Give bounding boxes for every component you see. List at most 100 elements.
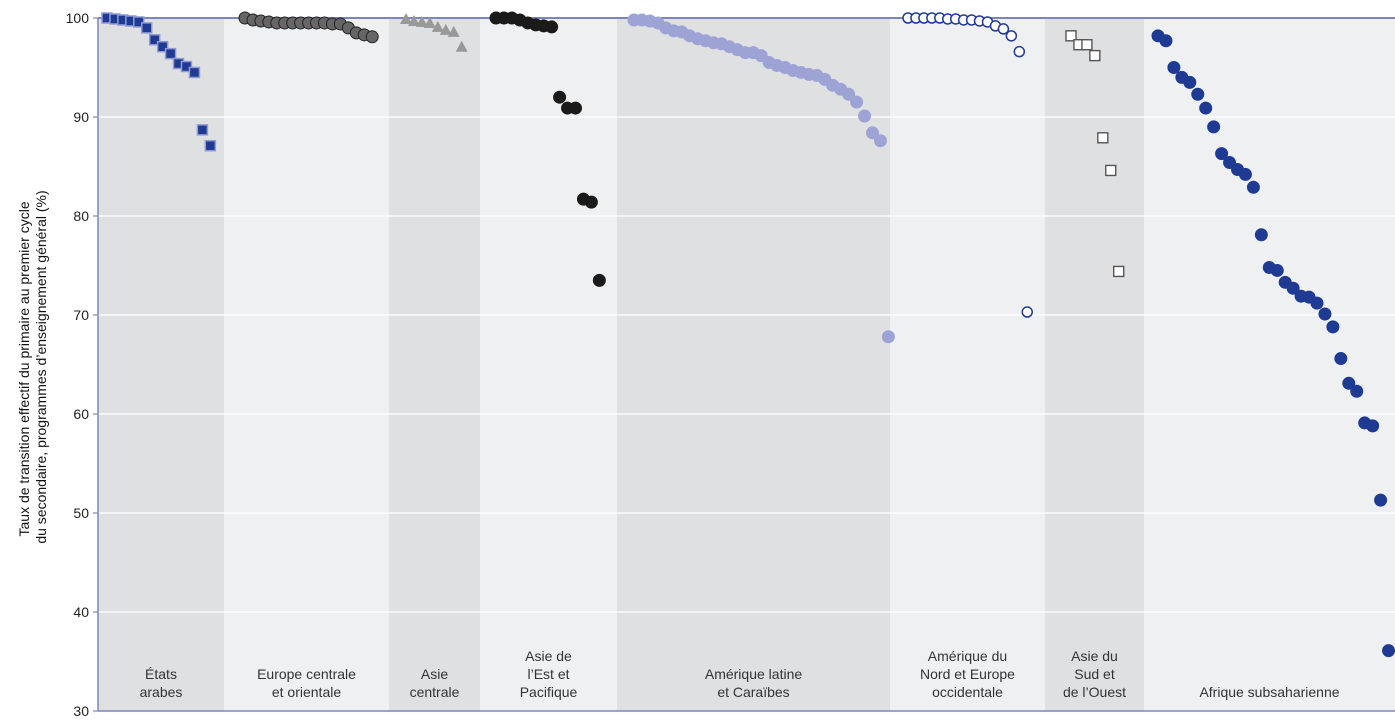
point-asie-du-sud-et-de-l-ouest-6 — [1105, 164, 1117, 177]
y-tick-label-70: 70 — [73, 307, 89, 323]
region-band-asie-du-sud-et-de-l-ouest — [1045, 18, 1144, 711]
point-amerique-latine-et-caraibes-31 — [866, 126, 879, 140]
y-axis-title-line-2: du secondaire, programmes d’enseignement… — [33, 190, 49, 543]
point-asie-du-sud-et-de-l-ouest-7 — [1112, 265, 1125, 278]
point-afrique-subsaharienne-5 — [1183, 75, 1197, 89]
point-asie-de-l-est-et-pacifique-14 — [592, 273, 606, 287]
point-asie-de-l-est-et-pacifique-11 — [569, 101, 582, 115]
point-amerique-du-nord-et-europe-occidentale-14 — [1005, 30, 1018, 42]
point-afrique-subsaharienne-28 — [1366, 419, 1380, 433]
y-tick-label-40: 40 — [73, 604, 89, 620]
point-afrique-subsaharienne-24 — [1334, 352, 1348, 366]
y-tick-label-30: 30 — [73, 703, 89, 719]
point-amerique-latine-et-caraibes-28 — [842, 87, 856, 101]
region-label-europe-centrale-et-orientale-line-1: Europe centrale — [257, 666, 356, 682]
data-points — [101, 11, 1395, 658]
point-afrique-subsaharienne-29 — [1374, 493, 1388, 507]
point-afrique-subsaharienne-7 — [1199, 101, 1213, 115]
region-bands — [98, 18, 1395, 711]
region-label-asie-de-l-est-et-pacifique-line-2: l’Est et — [527, 666, 569, 682]
y-tick-label-60: 60 — [73, 406, 89, 422]
region-label-amerique-du-nord-et-europe-occidentale-line-2: Nord et Europe — [920, 666, 1015, 682]
region-label-etats-arabes-line-2: arabes — [140, 684, 183, 700]
point-asie-du-sud-et-de-l-ouest-1 — [1065, 30, 1077, 42]
point-amerique-latine-et-caraibes-33 — [881, 330, 895, 344]
y-tick-label-50: 50 — [73, 505, 89, 521]
point-afrique-subsaharienne-2 — [1159, 34, 1173, 48]
y-tick-label-100: 100 — [66, 10, 90, 26]
point-etats-arabes-7 — [148, 34, 161, 46]
region-band-asie-centrale — [389, 18, 480, 711]
point-asie-centrale-4 — [423, 16, 436, 28]
point-etats-arabes-11 — [180, 60, 193, 73]
point-amerique-du-nord-et-europe-occidentale-15 — [1013, 45, 1026, 58]
y-axis-title-line-1: Taux de transition effectif du primaire … — [16, 201, 32, 536]
point-etats-arabes-6 — [141, 22, 153, 34]
region-label-amerique-du-nord-et-europe-occidentale-line-3: occidentale — [932, 684, 1003, 700]
y-axis-title: Taux de transition effectif du primaire … — [16, 190, 49, 543]
point-asie-du-sud-et-de-l-ouest-3 — [1081, 39, 1093, 51]
region-band-afrique-subsaharienne — [1144, 18, 1395, 711]
y-tick-labels: 30 40 50 60 70 80 90 100 — [66, 10, 98, 719]
region-band-europe-centrale-et-orientale — [224, 18, 389, 711]
point-asie-centrale-1 — [400, 12, 412, 24]
point-asie-de-l-est-et-pacifique-9 — [553, 90, 567, 104]
region-band-asie-de-l-est-et-pacifique — [480, 18, 617, 711]
region-band-amerique-du-nord-et-europe-occidentale — [890, 18, 1045, 711]
region-label-asie-du-sud-et-de-l-ouest-line-2: Sud et — [1074, 666, 1115, 682]
region-label-amerique-latine-et-caraibes-line-2: et Caraïbes — [717, 684, 789, 700]
point-afrique-subsaharienne-9 — [1215, 147, 1229, 161]
region-label-afrique-subsaharienne-line-1: Afrique subsaharienne — [1199, 684, 1339, 700]
region-label-asie-centrale-line-2: centrale — [410, 684, 460, 700]
point-afrique-subsaharienne-22 — [1318, 307, 1332, 321]
point-etats-arabes-8 — [156, 40, 169, 53]
point-afrique-subsaharienne-26 — [1350, 384, 1364, 398]
region-label-asie-de-l-est-et-pacifique-line-3: Pacifique — [520, 684, 578, 700]
point-afrique-subsaharienne-14 — [1254, 228, 1268, 242]
region-label-asie-de-l-est-et-pacifique-line-1: Asie de — [525, 648, 572, 664]
point-afrique-subsaharienne-16 — [1270, 263, 1284, 277]
region-label-asie-du-sud-et-de-l-ouest-line-1: Asie du — [1071, 648, 1118, 664]
point-asie-centrale-3 — [415, 15, 428, 27]
point-asie-de-l-est-et-pacifique-8 — [545, 20, 559, 34]
point-asie-du-sud-et-de-l-ouest-5 — [1097, 132, 1109, 144]
gridlines — [98, 116, 1395, 613]
point-amerique-latine-et-caraibes-29 — [850, 95, 864, 109]
y-tick-label-80: 80 — [73, 208, 89, 224]
point-etats-arabes-14 — [204, 139, 217, 152]
region-label-asie-centrale-line-1: Asie — [421, 666, 448, 682]
point-asie-de-l-est-et-pacifique-13 — [584, 195, 598, 209]
point-afrique-subsaharienne-18 — [1286, 281, 1300, 295]
region-label-asie-du-sud-et-de-l-ouest-line-3: de l’Ouest — [1063, 684, 1126, 700]
point-afrique-subsaharienne-8 — [1207, 120, 1221, 134]
point-afrique-subsaharienne-12 — [1238, 167, 1252, 181]
point-amerique-latine-et-caraibes-32 — [873, 134, 887, 148]
point-asie-du-sud-et-de-l-ouest-4 — [1089, 49, 1101, 62]
point-asie-centrale-6 — [439, 23, 452, 35]
point-afrique-subsaharienne-23 — [1326, 320, 1340, 334]
region-band-amerique-latine-et-caraibes — [617, 18, 890, 711]
region-label-europe-centrale-et-orientale-line-2: et orientale — [272, 684, 341, 700]
point-afrique-subsaharienne-3 — [1167, 61, 1181, 74]
region-label-amerique-du-nord-et-europe-occidentale-line-1: Amérique du — [928, 648, 1007, 664]
point-afrique-subsaharienne-25 — [1342, 376, 1356, 390]
point-afrique-subsaharienne-30 — [1382, 644, 1395, 658]
point-amerique-du-nord-et-europe-occidentale-16 — [1021, 306, 1033, 318]
region-labels: États arabes Europe centrale et orientale As… — [140, 648, 1340, 700]
point-asie-centrale-7 — [447, 25, 460, 37]
y-tick-label-90: 90 — [73, 109, 89, 125]
point-asie-centrale-2 — [407, 14, 420, 26]
point-asie-centrale-8 — [455, 40, 468, 52]
region-label-amerique-latine-et-caraibes-line-1: Amérique latine — [705, 666, 802, 682]
point-etats-arabes-12 — [188, 66, 201, 79]
region-band-etats-arabes — [98, 18, 224, 711]
point-etats-arabes-9 — [164, 47, 177, 60]
point-europe-centrale-et-orientale-17 — [365, 30, 379, 44]
point-amerique-latine-et-caraibes-30 — [858, 109, 872, 123]
point-afrique-subsaharienne-6 — [1191, 87, 1205, 101]
point-afrique-subsaharienne-21 — [1310, 296, 1324, 310]
point-asie-centrale-5 — [431, 20, 444, 32]
point-afrique-subsaharienne-13 — [1246, 180, 1260, 194]
